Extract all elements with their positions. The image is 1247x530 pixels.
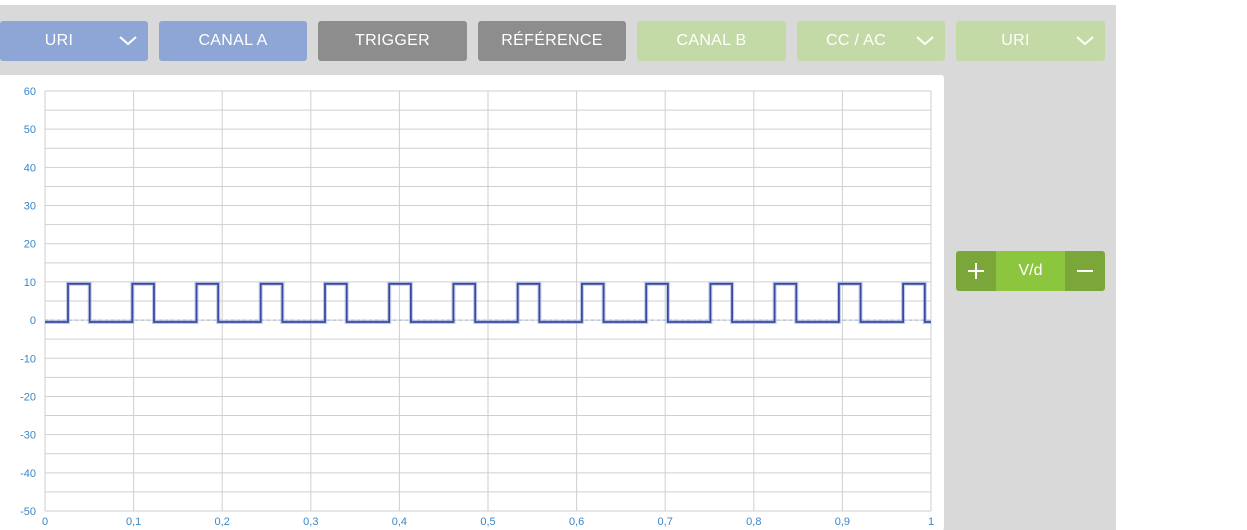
oscilloscope-panel: URI CANAL A TRIGGER RÉFÉRENCE CANAL B CC… [0,5,1116,530]
y-tick-label: -50 [20,506,36,518]
chevron-down-icon [119,36,137,46]
minus-icon [1077,270,1093,272]
channel-b-unit-dropdown[interactable]: URI [956,21,1105,61]
channel-a-button[interactable]: CANAL A [159,21,307,61]
x-tick-label: 0,8 [746,516,761,528]
channel-a-label: CANAL A [198,32,268,49]
trigger-label: TRIGGER [355,32,430,49]
plus-icon [968,263,984,279]
x-tick-label: 0,5 [480,516,495,528]
y-axis-ticks: 60 50 40 30 20 10 0 -10 -20 -30 -40 -50 [20,86,36,518]
x-axis-ticks: 0 0,1 0,2 0,3 0,4 0,5 0,6 0,7 0,8 0,9 1 [42,516,934,528]
y-tick-label: 60 [24,86,36,98]
x-tick-label: 0,1 [126,516,141,528]
x-tick-label: 0,2 [215,516,230,528]
signal-trace [45,281,931,324]
channel-a-unit-dropdown[interactable]: URI [0,21,148,61]
y-tick-label: 40 [24,162,36,174]
volts-per-div-increase-button[interactable] [956,251,996,291]
trigger-button[interactable]: TRIGGER [318,21,467,61]
signal-trace-line [45,282,931,323]
channel-b-unit-label: URI [1001,32,1030,49]
volts-per-div-decrease-button[interactable] [1065,251,1105,291]
y-tick-label: -20 [20,391,36,403]
channel-b-label: CANAL B [676,32,747,49]
x-tick-label: 1 [928,516,934,528]
reference-button[interactable]: RÉFÉRENCE [478,21,626,61]
y-tick-label: 50 [24,124,36,136]
x-tick-label: 0 [42,516,48,528]
coupling-dropdown[interactable]: CC / AC [797,21,945,61]
volts-per-div-control: V/d [956,251,1105,291]
chevron-down-icon [1076,36,1094,46]
y-tick-label: 30 [24,201,36,213]
x-tick-label: 0,3 [303,516,318,528]
y-tick-label: -30 [20,430,36,442]
x-tick-label: 0,6 [569,516,584,528]
coupling-label: CC / AC [826,32,886,49]
y-tick-label: -40 [20,468,36,480]
y-tick-label: 0 [30,315,36,327]
reference-label: RÉFÉRENCE [501,32,603,49]
channel-a-unit-label: URI [44,32,74,49]
x-tick-label: 0,7 [658,516,673,528]
x-tick-label: 0,4 [392,516,407,528]
scope-chart[interactable]: 60 50 40 30 20 10 0 -10 -20 -30 -40 -50 0 0,1 0,2 0,3 0… [0,75,944,530]
volts-per-div-label: V/d [996,251,1065,291]
chevron-down-icon [916,36,934,46]
channel-b-button[interactable]: CANAL B [637,21,786,61]
y-tick-label: -10 [20,353,36,365]
y-tick-label: 20 [24,239,36,251]
y-tick-label: 10 [24,277,36,289]
x-tick-label: 0,9 [835,516,850,528]
